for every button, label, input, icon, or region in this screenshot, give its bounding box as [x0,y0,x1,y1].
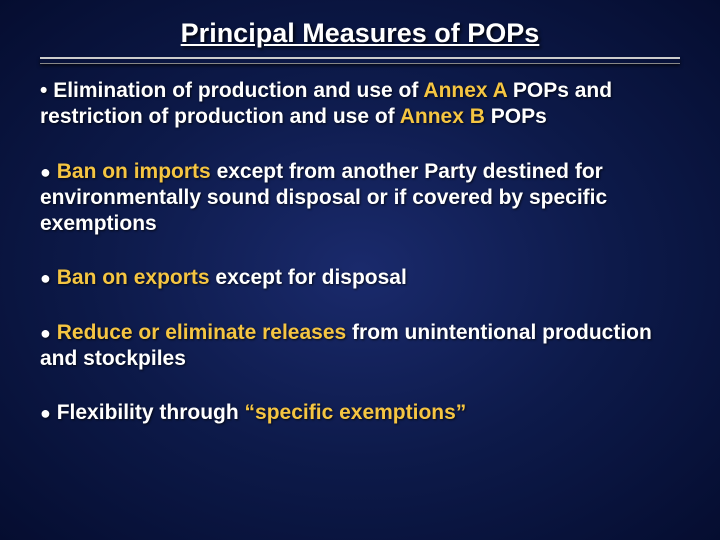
highlight-text: Annex B [400,105,485,128]
bullet-marker: ● [40,403,51,423]
body-text: Elimination of production and use of [47,79,423,102]
body-text: except for disposal [210,266,407,289]
title-divider [40,57,680,64]
highlight-text: Annex A [423,79,507,102]
bullet-marker: ● [40,162,51,182]
bullet-marker: ● [40,268,51,288]
bullet-item: ● Reduce or eliminate releases from unin… [40,320,680,373]
body-text: POPs [485,105,547,128]
bullet-item: ● Flexibility through “specific exemptio… [40,400,680,426]
bullet-item: • Elimination of production and use of A… [40,78,680,131]
slide: Principal Measures of POPs • Elimination… [0,0,720,540]
body-text: Flexibility through [51,401,245,424]
highlight-text: Reduce or eliminate releases [57,321,346,344]
highlight-text: “specific exemptions” [245,401,467,424]
bullet-item: ● Ban on exports except for disposal [40,265,680,291]
bullet-list: • Elimination of production and use of A… [40,78,680,426]
bullet-item: ● Ban on imports except from another Par… [40,159,680,238]
highlight-text: Ban on imports [57,160,211,183]
bullet-marker: ● [40,323,51,343]
highlight-text: Ban on exports [57,266,210,289]
slide-title: Principal Measures of POPs [40,18,680,49]
